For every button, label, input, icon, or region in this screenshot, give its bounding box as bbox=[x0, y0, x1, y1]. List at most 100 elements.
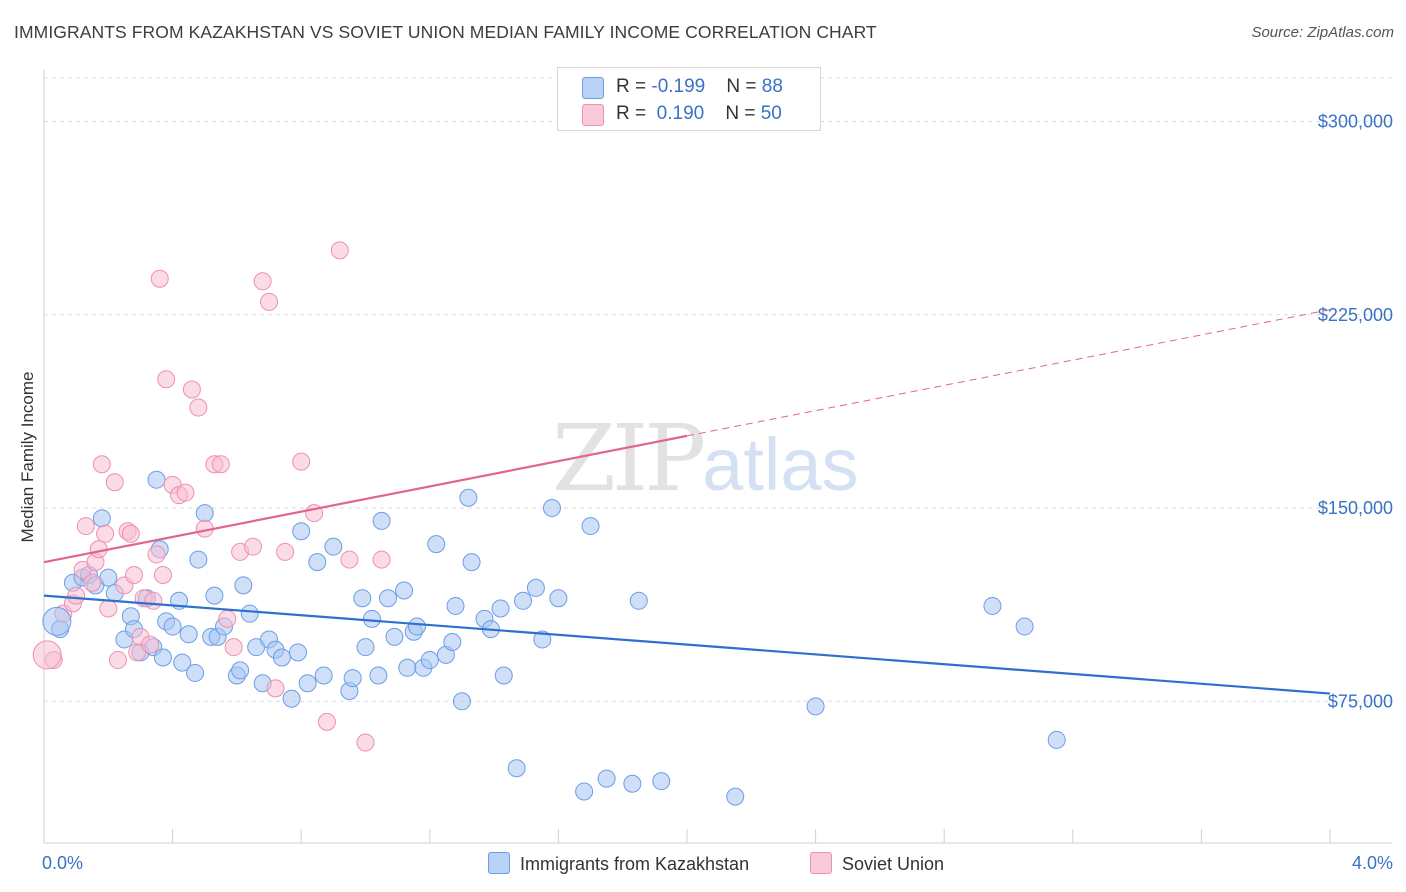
soviet-union-trend-line bbox=[43, 434, 688, 564]
kazakhstan-point bbox=[575, 782, 594, 801]
kazakhstan-point bbox=[173, 653, 192, 672]
soviet-union-point bbox=[153, 566, 172, 585]
kazakhstan-point bbox=[446, 596, 465, 615]
kazakhstan-point bbox=[240, 604, 259, 623]
kazakhstan-point bbox=[462, 553, 481, 572]
kazakhstan-point bbox=[324, 537, 343, 556]
kazakhstan-point bbox=[314, 666, 333, 685]
kazakhstan-point bbox=[234, 576, 253, 595]
kazakhstan-point bbox=[443, 633, 462, 652]
legend-n-label: N = bbox=[726, 76, 762, 97]
kazakhstan-point bbox=[362, 609, 381, 628]
kazakhstan-point bbox=[92, 509, 111, 528]
kazakhstan-point bbox=[379, 589, 398, 608]
soviet-union-point bbox=[92, 455, 111, 474]
kazakhstan-point bbox=[549, 589, 568, 608]
kazakhstan-point bbox=[514, 591, 533, 610]
kazakhstan-point bbox=[427, 535, 446, 554]
soviet-union-point bbox=[211, 455, 230, 474]
bottom-legend-swatch-kazakhstan bbox=[488, 852, 510, 874]
kazakhstan-point bbox=[452, 692, 471, 711]
kazakhstan-point bbox=[372, 511, 391, 530]
bottom-legend-kazakhstan: Immigrants from Kazakhstan bbox=[488, 852, 749, 875]
y-tick-label: $150,000 bbox=[1318, 498, 1393, 518]
soviet-union-point bbox=[292, 452, 311, 471]
kazakhstan-point bbox=[420, 651, 439, 670]
y-tick-label: $75,000 bbox=[1328, 691, 1393, 711]
soviet-union-point bbox=[157, 370, 176, 389]
y-tick-label: $300,000 bbox=[1318, 112, 1393, 132]
y-tick-label: $225,000 bbox=[1318, 305, 1393, 325]
soviet-union-point bbox=[372, 550, 391, 569]
soviet-union-point bbox=[182, 380, 201, 399]
soviet-union-point bbox=[224, 638, 243, 657]
kazakhstan-point bbox=[385, 627, 404, 646]
kazakhstan-point bbox=[189, 550, 208, 569]
soviet-union-point bbox=[189, 398, 208, 417]
kazakhstan-point bbox=[153, 648, 172, 667]
kazakhstan-point bbox=[1047, 730, 1066, 749]
soviet-union-point bbox=[266, 679, 285, 698]
kazakhstan-point bbox=[99, 568, 118, 587]
soviet-union-point bbox=[260, 292, 279, 311]
soviet-union-point bbox=[125, 566, 144, 585]
kazakhstan-point bbox=[343, 669, 362, 688]
soviet-union-point bbox=[356, 733, 375, 752]
bottom-legend-label-kazakhstan: Immigrants from Kazakhstan bbox=[520, 854, 750, 874]
watermark-zip: ZIP bbox=[552, 405, 706, 512]
kazakhstan-point bbox=[195, 504, 214, 523]
soviet-union-point bbox=[176, 483, 195, 502]
kazakhstan-point bbox=[395, 581, 414, 600]
legend-r-value: -0.199 bbox=[651, 76, 706, 97]
kazakhstan-point bbox=[533, 630, 552, 649]
kazakhstan-point bbox=[623, 774, 642, 793]
kazakhstan-point bbox=[581, 517, 600, 536]
kazakhstan-point bbox=[186, 663, 205, 682]
kazakhstan-point bbox=[652, 772, 671, 791]
watermark: ZIPatlas bbox=[552, 405, 858, 512]
soviet-union-point bbox=[253, 272, 272, 291]
kazakhstan-point bbox=[983, 596, 1002, 615]
kazakhstan-point bbox=[407, 617, 426, 636]
kazakhstan-point bbox=[356, 638, 375, 657]
soviet-union-point bbox=[121, 524, 140, 543]
soviet-union-point bbox=[99, 599, 118, 618]
legend-n-value: 50 bbox=[760, 103, 782, 124]
kazakhstan-point bbox=[205, 586, 224, 605]
soviet-union-point bbox=[243, 537, 262, 556]
kazakhstan-point bbox=[1015, 617, 1034, 636]
kazakhstan-point bbox=[179, 625, 198, 644]
kazakhstan-point bbox=[629, 591, 648, 610]
soviet-union-point bbox=[330, 241, 349, 260]
kazakhstan-point bbox=[353, 589, 372, 608]
kazakhstan-point bbox=[42, 606, 72, 636]
kazakhstan-point bbox=[726, 787, 745, 806]
kazakhstan-point bbox=[542, 499, 561, 518]
bottom-legend-swatch-soviet-union bbox=[810, 852, 832, 874]
legend-r-label: R = bbox=[616, 76, 652, 97]
soviet-union-point bbox=[150, 269, 169, 288]
kazakhstan-point bbox=[298, 674, 317, 693]
soviet-union-point bbox=[96, 524, 115, 543]
y-axis-label: Median Family Income bbox=[18, 371, 37, 542]
soviet-union-point bbox=[144, 591, 163, 610]
soviet-union-point bbox=[67, 586, 86, 605]
x-tick-label: 0.0% bbox=[42, 853, 83, 873]
soviet-union-point bbox=[108, 651, 127, 670]
soviet-union-point bbox=[218, 609, 237, 628]
kazakhstan-point bbox=[507, 759, 526, 778]
kazakhstan-point bbox=[369, 666, 388, 685]
legend-r-label: R = bbox=[616, 103, 652, 124]
kazakhstan-point bbox=[308, 553, 327, 572]
legend: R = -0.199 N = 88 R = 0.190 N = 50 bbox=[557, 67, 821, 131]
kazakhstan-point bbox=[597, 769, 616, 788]
legend-n-value: 88 bbox=[761, 76, 783, 97]
kazakhstan-trend-line bbox=[43, 594, 1331, 695]
legend-swatch-soviet-union bbox=[582, 104, 604, 126]
kazakhstan-point bbox=[292, 522, 311, 541]
watermark-atlas: atlas bbox=[702, 423, 859, 506]
soviet-union-point bbox=[83, 573, 102, 592]
soviet-union-point bbox=[32, 640, 62, 670]
kazakhstan-point bbox=[526, 578, 545, 597]
